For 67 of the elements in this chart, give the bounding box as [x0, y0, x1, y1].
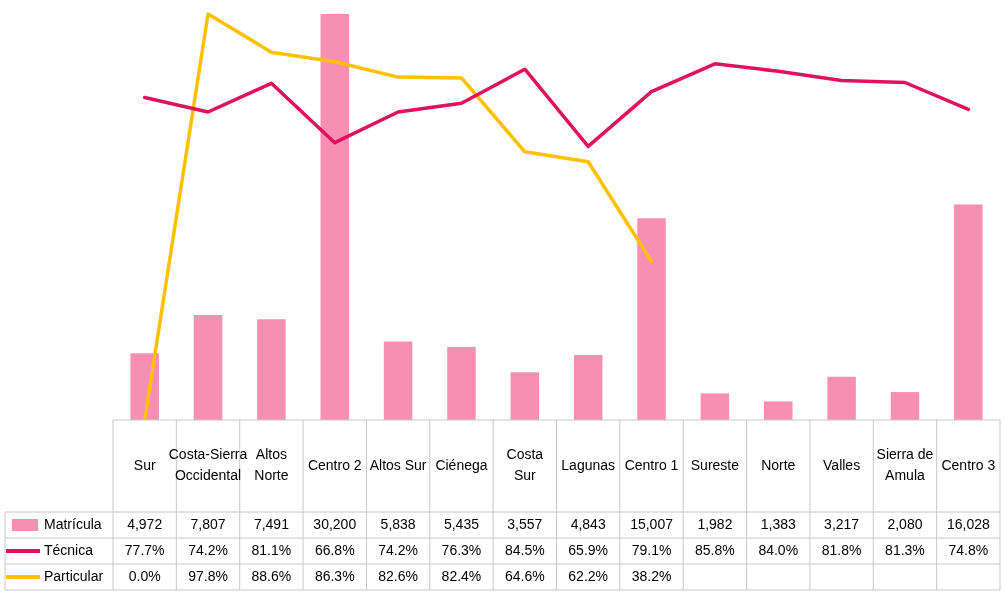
data-label: 65.9% [568, 541, 609, 558]
x-tick-label: Centro 3 [941, 456, 996, 473]
data-label: 0.0% [128, 567, 161, 584]
data-label: 38.2% [631, 567, 672, 584]
data-label: 30,200 [313, 515, 357, 532]
data-label: 5,838 [380, 515, 416, 532]
data-label: 64.6% [504, 567, 545, 584]
legend-label: Técnica [44, 541, 94, 558]
data-label: 97.8% [188, 567, 228, 584]
x-tick-label: Norte [761, 456, 796, 473]
bar [510, 372, 540, 420]
data-label: 77.7% [124, 541, 165, 558]
data-label: 74.2% [188, 541, 228, 558]
data-label: 66.8% [314, 541, 355, 558]
x-tick-label: Sureste [690, 456, 740, 473]
bar [954, 204, 983, 420]
data-label: 82.4% [441, 567, 482, 584]
legend-label: Particular [44, 567, 104, 584]
data-label: 7,491 [253, 515, 290, 532]
data-label: 74.8% [948, 541, 989, 558]
data-label: 81.8% [821, 541, 862, 558]
x-tick-label: Valles [823, 456, 861, 473]
data-label: 86.3% [314, 567, 355, 584]
bar [700, 393, 730, 420]
bar [637, 218, 666, 420]
bar [193, 315, 223, 420]
data-label: 5,435 [443, 515, 480, 532]
x-tick-label: Ciénega [435, 456, 488, 473]
x-tick-label: Costa Sur [506, 446, 544, 484]
x-tick-label: Centro 2 [307, 456, 362, 473]
bar [257, 319, 286, 420]
data-label: 81.1% [251, 541, 292, 558]
data-label: 82.6% [378, 567, 418, 584]
bar [383, 341, 413, 420]
data-label: 1,982 [697, 515, 733, 532]
data-label: 1,383 [760, 515, 796, 532]
bar [827, 376, 856, 420]
x-tick-label: Altos Norte [254, 446, 289, 484]
data-label: 79.1% [631, 541, 672, 558]
x-tick-label: Costa-Sierra Occidental [168, 446, 248, 484]
x-tick-label: Centro 1 [624, 456, 679, 473]
data-label: 62.2% [568, 567, 609, 584]
bar [764, 401, 793, 420]
data-label: 15,007 [630, 515, 674, 532]
data-label: 4,972 [127, 515, 163, 532]
x-tick-label: Sierra de Amula [876, 446, 934, 484]
data-label: 74.2% [378, 541, 418, 558]
data-label: 3,557 [507, 515, 543, 532]
bar [890, 392, 920, 420]
data-label: 85.8% [695, 541, 735, 558]
x-tick-label: Lagunas [561, 456, 616, 473]
legend-label: Matrícula [44, 515, 102, 532]
data-label: 84.5% [504, 541, 545, 558]
bar [447, 346, 476, 420]
data-label: 3,217 [824, 515, 860, 532]
data-label: 88.6% [251, 567, 292, 584]
x-tick-label: Altos Sur [369, 456, 427, 473]
x-tick-label: Sur [133, 456, 156, 473]
data-label: 7,807 [190, 515, 226, 532]
data-label: 16,028 [946, 515, 990, 532]
bar [573, 354, 603, 420]
data-label: 2,080 [887, 515, 923, 532]
data-label: 84.0% [758, 541, 799, 558]
data-label: 81.3% [885, 541, 925, 558]
bar [320, 14, 350, 420]
data-label: 4,843 [570, 515, 606, 532]
data-label: 76.3% [441, 541, 482, 558]
